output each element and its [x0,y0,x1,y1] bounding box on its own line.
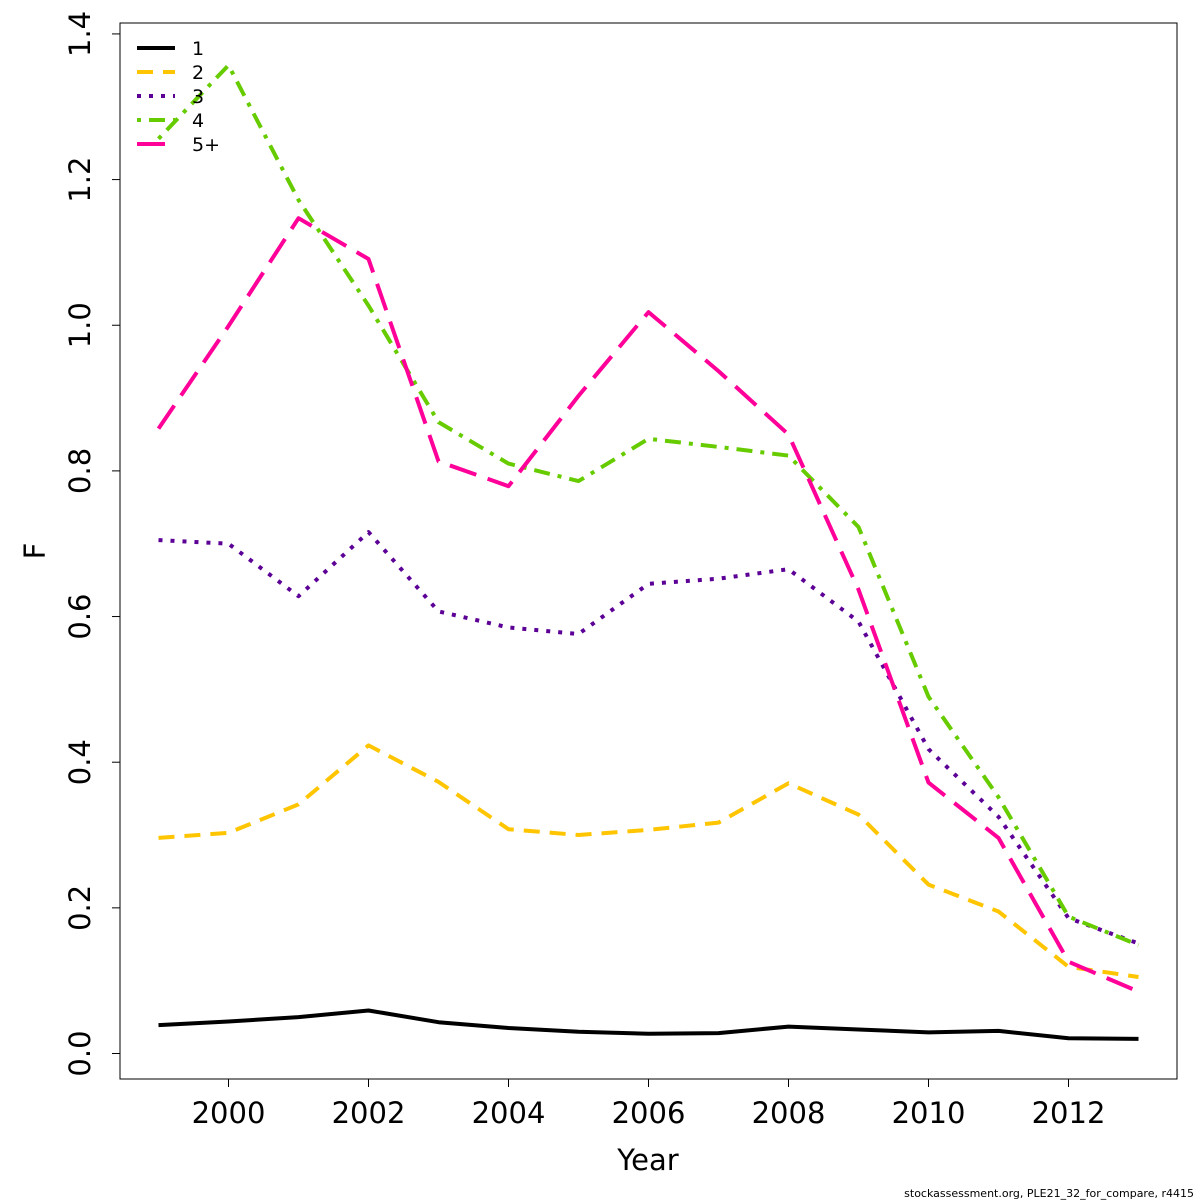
y-tick-label: 0.2 [63,885,97,931]
y-tick-label: 1.4 [63,11,97,57]
series-line-3 [158,530,1140,946]
x-tick-label: 2010 [892,1096,966,1130]
legend-label-1: 1 [192,38,204,60]
series-line-4 [157,63,1140,947]
y-axis: 0.0 0.2 0.4 0.6 0.8 1.0 1.2 1.4 [63,11,121,1077]
y-tick-label: 0.0 [63,1030,97,1076]
legend-label-5: 5+ [192,134,220,156]
x-tick-label: 2012 [1032,1096,1106,1130]
legend-label-4: 4 [192,110,204,132]
y-tick-label: 0.6 [63,593,97,639]
legend-label-2: 2 [192,62,204,84]
x-tick-label: 2008 [752,1096,826,1130]
plot-frame [119,22,1178,1080]
y-tick-label: 1.2 [63,157,97,203]
legend-label-3: 3 [192,86,204,108]
y-tick-label: 0.4 [63,739,97,785]
series-lines [156,63,1140,1041]
series-line-2 [158,743,1139,979]
y-tick-label: 1.0 [63,302,97,348]
x-tick-label: 2004 [472,1096,546,1130]
series-line-1 [158,1008,1139,1041]
x-axis-label: Year [616,1143,678,1177]
x-tick-label: 2002 [332,1096,406,1130]
x-tick-label: 2000 [192,1096,266,1130]
x-axis: 2000 2002 2004 2006 2008 2010 2012 [192,1078,1106,1130]
y-tick-label: 0.8 [63,448,97,494]
y-axis-label: F [18,543,52,560]
x-tick-label: 2006 [612,1096,686,1130]
series-line-5 [156,216,1140,994]
footer-note: stockassessment.org, PLE21_32_for_compar… [904,1187,1194,1200]
